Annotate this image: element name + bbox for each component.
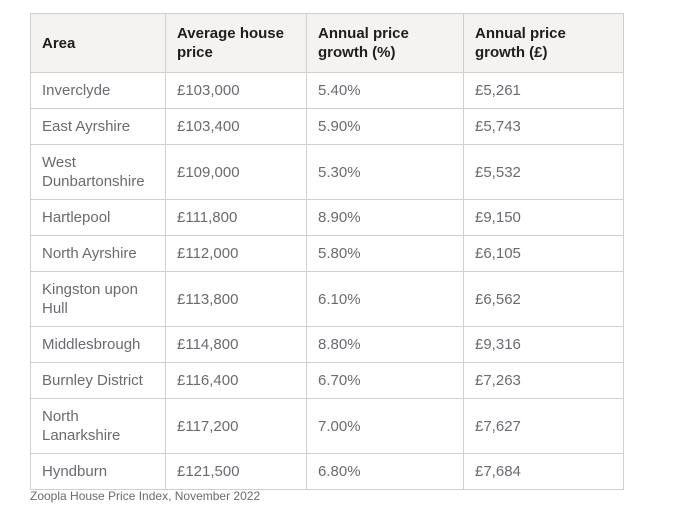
source-note: Zoopla House Price Index, November 2022 bbox=[30, 489, 261, 503]
cell-growth_pct: 8.90% bbox=[306, 199, 464, 236]
cell-growth_gbp: £6,105 bbox=[463, 235, 624, 272]
house-price-table: Area Average house price Annual price gr… bbox=[30, 13, 624, 490]
cell-growth_pct: 6.10% bbox=[306, 271, 464, 327]
cell-area: West Dunbartonshire bbox=[30, 144, 166, 200]
cell-area: Hartlepool bbox=[30, 199, 166, 236]
table-row: East Ayrshire £103,400 5.90% £5,743 bbox=[30, 108, 624, 145]
cell-avg_price: £114,800 bbox=[165, 326, 307, 363]
cell-growth_gbp: £7,627 bbox=[463, 398, 624, 454]
cell-growth_gbp: £5,532 bbox=[463, 144, 624, 200]
cell-area: Burnley District bbox=[30, 362, 166, 399]
cell-growth_gbp: £7,263 bbox=[463, 362, 624, 399]
cell-area: Kingston upon Hull bbox=[30, 271, 166, 327]
column-header-area: Area bbox=[30, 13, 166, 73]
cell-growth_pct: 8.80% bbox=[306, 326, 464, 363]
column-header-annual-growth-pct: Annual price growth (%) bbox=[306, 13, 464, 73]
cell-area: North Ayrshire bbox=[30, 235, 166, 272]
table-row: North Lanarkshire £117,200 7.00% £7,627 bbox=[30, 398, 624, 454]
column-header-annual-growth-gbp: Annual price growth (£) bbox=[463, 13, 624, 73]
table-header: Area Average house price Annual price gr… bbox=[30, 13, 624, 73]
cell-growth_gbp: £9,316 bbox=[463, 326, 624, 363]
cell-avg_price: £121,500 bbox=[165, 453, 307, 490]
table-row: Inverclyde £103,000 5.40% £5,261 bbox=[30, 72, 624, 109]
cell-growth_gbp: £6,562 bbox=[463, 271, 624, 327]
cell-growth_pct: 6.80% bbox=[306, 453, 464, 490]
cell-area: Hyndburn bbox=[30, 453, 166, 490]
cell-avg_price: £111,800 bbox=[165, 199, 307, 236]
cell-area: North Lanarkshire bbox=[30, 398, 166, 454]
cell-growth_gbp: £7,684 bbox=[463, 453, 624, 490]
cell-growth_pct: 5.90% bbox=[306, 108, 464, 145]
cell-growth_pct: 5.80% bbox=[306, 235, 464, 272]
table-body: Inverclyde £103,000 5.40% £5,261 East Ayrshi… bbox=[30, 72, 624, 490]
cell-growth_pct: 5.30% bbox=[306, 144, 464, 200]
cell-area: Inverclyde bbox=[30, 72, 166, 109]
table-row: West Dunbartonshire £109,000 5.30% £5,532 bbox=[30, 144, 624, 200]
table-row: Middlesbrough £114,800 8.80% £9,316 bbox=[30, 326, 624, 363]
cell-avg_price: £112,000 bbox=[165, 235, 307, 272]
table-row: Hartlepool £111,800 8.90% £9,150 bbox=[30, 199, 624, 236]
cell-growth_pct: 6.70% bbox=[306, 362, 464, 399]
cell-avg_price: £103,400 bbox=[165, 108, 307, 145]
house-price-table-wrap: Area Average house price Annual price gr… bbox=[30, 13, 624, 490]
cell-avg_price: £116,400 bbox=[165, 362, 307, 399]
cell-avg_price: £117,200 bbox=[165, 398, 307, 454]
cell-growth_gbp: £5,743 bbox=[463, 108, 624, 145]
table-row: North Ayrshire £112,000 5.80% £6,105 bbox=[30, 235, 624, 272]
table-header-row: Area Average house price Annual price gr… bbox=[30, 13, 624, 73]
cell-area: East Ayrshire bbox=[30, 108, 166, 145]
table-row: Kingston upon Hull £113,800 6.10% £6,562 bbox=[30, 271, 624, 327]
table-row: Burnley District £116,400 6.70% £7,263 bbox=[30, 362, 624, 399]
cell-avg_price: £109,000 bbox=[165, 144, 307, 200]
column-header-average-house-price: Average house price bbox=[165, 13, 307, 73]
cell-growth_gbp: £9,150 bbox=[463, 199, 624, 236]
cell-growth_gbp: £5,261 bbox=[463, 72, 624, 109]
cell-growth_pct: 7.00% bbox=[306, 398, 464, 454]
cell-area: Middlesbrough bbox=[30, 326, 166, 363]
cell-avg_price: £113,800 bbox=[165, 271, 307, 327]
table-row: Hyndburn £121,500 6.80% £7,684 bbox=[30, 453, 624, 490]
cell-avg_price: £103,000 bbox=[165, 72, 307, 109]
cell-growth_pct: 5.40% bbox=[306, 72, 464, 109]
